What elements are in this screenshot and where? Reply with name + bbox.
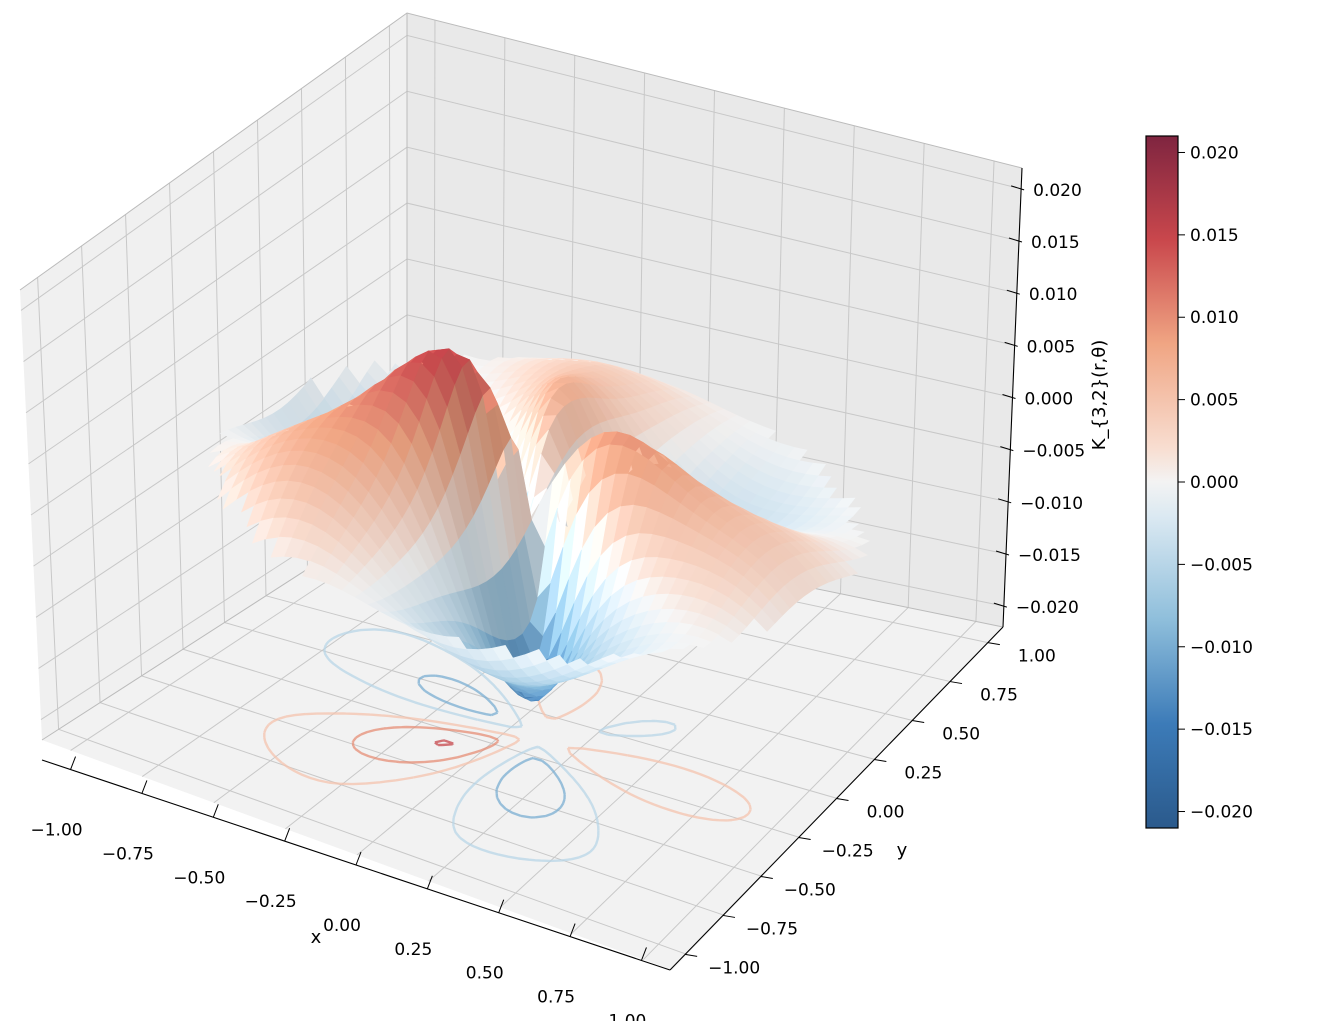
z-tick-label: −0.010 <box>1020 494 1083 514</box>
x-tick-mark <box>355 851 362 866</box>
surface-facet <box>219 455 241 477</box>
colorbar-tick-label: −0.015 <box>1190 720 1253 740</box>
x-tick-mark <box>498 899 505 913</box>
surface-facet <box>209 445 233 453</box>
contour-line <box>351 725 500 764</box>
z-tick-mark <box>1004 341 1018 347</box>
y-tick-mark <box>874 759 887 763</box>
contour-line <box>434 739 455 747</box>
surface <box>208 348 871 702</box>
contour-line <box>417 674 566 819</box>
x-tick-mark <box>640 947 647 961</box>
y-tick-label: −0.75 <box>746 919 798 939</box>
surface-facet <box>216 471 239 501</box>
colorbar-tick-label: −0.010 <box>1190 638 1253 658</box>
y-tick-label: 0.00 <box>867 803 905 823</box>
x-tick-label: 0.50 <box>466 964 504 984</box>
y-tick-mark <box>722 914 736 918</box>
x-tick-label: −0.25 <box>245 892 297 912</box>
x-tick-label: 1.00 <box>609 1011 647 1021</box>
z-tick-label: 0.010 <box>1029 285 1078 305</box>
x-tick-label: −0.50 <box>173 868 225 888</box>
y-tick-label: 0.25 <box>904 764 942 784</box>
z-axis-label: K_{3,2}(r,θ) <box>1089 340 1110 451</box>
colorbar-gradient <box>1145 135 1179 829</box>
y-tick-label: −0.50 <box>784 880 836 900</box>
y-tick-label: 0.75 <box>980 686 1018 706</box>
z-tick-mark <box>1010 185 1025 191</box>
y-tick-label: −0.25 <box>822 841 874 861</box>
z-tick-label: 0.020 <box>1033 181 1082 201</box>
y-ticks: −1.00 −0.75 −0.50 −0.25 0.00 0.250.500.751.00 <box>685 642 1056 978</box>
colorbar-tick-label: 0.015 <box>1190 226 1239 246</box>
colorbar-tick-label: 0.000 <box>1190 473 1239 493</box>
y-tick-label: 0.50 <box>942 725 980 745</box>
x-tick-label: −0.75 <box>102 844 154 864</box>
surface-facet <box>270 536 292 558</box>
x-tick-label: −1.00 <box>30 821 82 841</box>
x-tick-label: 0.00 <box>323 916 361 936</box>
y-tick-mark <box>798 836 811 840</box>
z-tick-mark <box>995 550 1010 556</box>
surface-facet <box>208 452 230 467</box>
surface-facet <box>222 479 245 510</box>
y-tick-label: 1.00 <box>1018 647 1056 667</box>
y-tick-mark <box>685 953 698 957</box>
z-tick-label: −0.020 <box>1016 598 1079 618</box>
z-tick-mark <box>993 602 1008 608</box>
surface-facet <box>302 560 324 580</box>
z-tick-label: 0.015 <box>1031 233 1080 253</box>
y-tick-mark <box>949 681 963 685</box>
z-tick-label: −0.005 <box>1022 442 1085 462</box>
colorbar-tick-label: −0.020 <box>1190 803 1253 823</box>
colorbar: −0.020 −0.015 −0.010 −0.005 0.000 0.005 0.010 0… <box>1145 135 1253 829</box>
x-tick-label: 0.75 <box>537 988 575 1008</box>
z-tick-label: −0.015 <box>1018 546 1081 566</box>
x-axis-label: x <box>311 927 322 948</box>
colorbar-tick-label: −0.005 <box>1190 555 1253 575</box>
colorbar-ticks: −0.020 −0.015 −0.010 −0.005 0.000 0.005 0.010 0… <box>1178 143 1253 823</box>
contour-projection <box>263 628 752 863</box>
z-tick-label: 0.000 <box>1025 390 1074 410</box>
surface-facet <box>219 429 242 440</box>
z-tick-mark <box>1000 446 1014 452</box>
surface-facet <box>252 517 274 544</box>
y-axis-label: y <box>897 840 908 861</box>
y-tick-mark <box>912 720 925 724</box>
z-tick-mark <box>1002 394 1016 399</box>
x-tick-label: 0.25 <box>394 940 432 960</box>
z-tick-mark <box>1008 237 1023 243</box>
x-tick-mark <box>284 827 291 842</box>
x-tick-mark <box>141 780 148 794</box>
colorbar-tick-label: 0.020 <box>1190 143 1239 163</box>
colorbar-tick-label: 0.010 <box>1190 308 1239 328</box>
surface-facet <box>241 485 263 513</box>
z-tick-label: 0.005 <box>1027 337 1076 357</box>
y-tick-label: −1.00 <box>708 958 760 978</box>
surface-facet <box>213 453 235 472</box>
z-ticks: −0.020 −0.015 −0.010 −0.005 0.000 0.005 0.010 0… <box>993 181 1085 618</box>
x-tick-mark <box>569 923 576 937</box>
axes-3d: −1.00−0.75−0.50−0.250.000.250.500.751.00… <box>19 12 1110 1021</box>
y-tick-mark <box>987 642 1000 646</box>
x-tick-mark <box>426 875 433 890</box>
x-tick-mark <box>212 804 219 818</box>
z-tick-mark <box>998 498 1012 504</box>
x-ticks: −1.00 −0.75 −0.50 −0.25 0.00 0.25 0.50 0.75 1.00 <box>30 756 647 1021</box>
y-tick-mark <box>836 798 849 801</box>
contour-line <box>323 628 677 863</box>
x-tick-mark <box>70 756 77 770</box>
z-tick-mark <box>1006 289 1020 295</box>
colorbar-tick-label: 0.005 <box>1190 391 1239 411</box>
surface-facet <box>246 500 268 528</box>
y-tick-mark <box>760 875 773 879</box>
